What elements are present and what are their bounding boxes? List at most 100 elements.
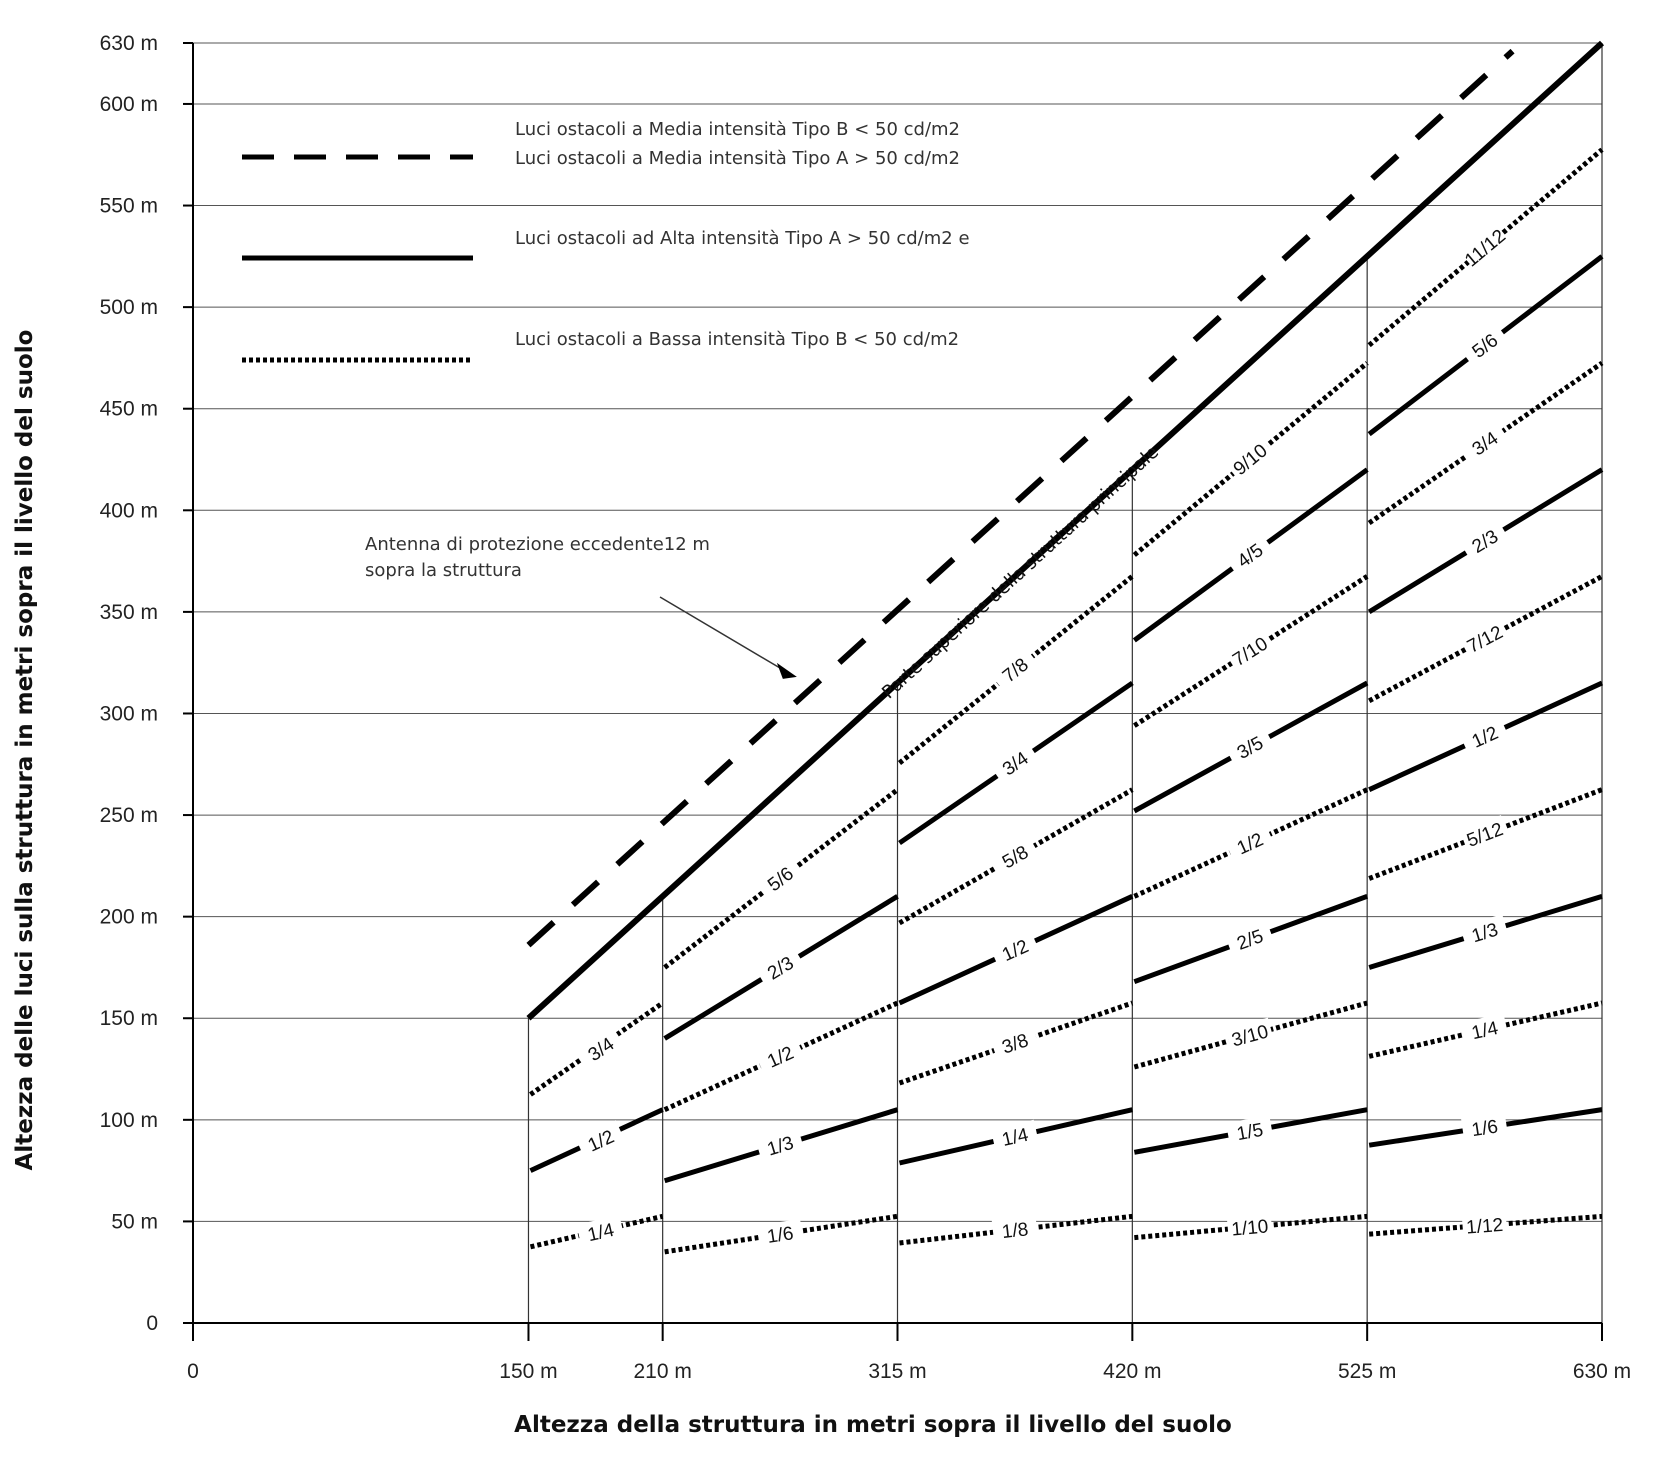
x-axis-title: Altezza della struttura in metri sopra i… [514,1412,1232,1438]
y-tick-label-9: 450 m [100,398,158,421]
segment-label-bg [1224,725,1275,769]
series-antenna-line [526,48,1515,948]
segment-label-group-3-10-zone-3: 3/10 [1225,1017,1275,1053]
segment-label-bg [990,646,1040,693]
segment-label-group-1-4-zone-2: 1/4 [990,1119,1040,1153]
x-tick-label-5: 525 m [1338,1360,1396,1383]
y-tick-label-1: 50 m [111,1210,158,1233]
segment-label-bg [1460,1013,1509,1047]
annotation-text-0: Antenna di protezione eccedente12 m [365,534,710,555]
annotation-text-1: sopra la struttura [365,560,522,581]
segment-label: 1/12 [1465,1215,1503,1239]
segment-label: 3/10 [1230,1021,1271,1051]
segment-label-bg [990,1119,1040,1153]
segment-label-group-1-2-zone-0: 1/2 [575,1120,626,1161]
segment-label-group-1-2-zone-3: 1/2 [1224,822,1275,864]
segment-label-bg [1459,224,1510,271]
segment-label-group-1-3-zone-4: 1/3 [1460,914,1510,950]
x-tick-label-3: 315 m [868,1360,926,1383]
legend-label-dotted-0: Luci ostacoli a Bassa intensità Tipo B <… [515,329,959,350]
segment-label-bg [755,1036,806,1077]
y-tick-label-4: 200 m [100,906,158,929]
y-tick-label-12: 600 m [100,93,158,116]
segment-label-bg [1459,420,1510,466]
segment-label-group-1-12-zone-4: 1/12 [1461,1211,1508,1239]
axes: 0 50 m 100 m 150 m 200 m 250 m 300 m 350 m 400 m… [100,32,1632,1383]
segment-label-group-2-3-zone-4: 2/3 [1459,519,1510,563]
segment-label-group-1-10-zone-3: 1/10 [1226,1213,1273,1241]
segment-label: 1/10 [1231,1216,1270,1240]
segment-label-bg [1225,1115,1274,1147]
segment-label-bg [1459,322,1510,369]
segment-label-group-3-5-zone-3: 3/5 [1224,725,1275,769]
segment-label-bg [1461,1112,1509,1143]
segment-label-group-2-3-zone-1: 2/3 [755,945,806,990]
segment-1-4-zone-0 [529,1213,664,1250]
y-tick-label-3: 150 m [100,1007,158,1030]
segment-label-bg [1224,532,1275,578]
segment-label: 1/4 [1000,1125,1031,1151]
segment-label: 1/6 [1470,1117,1499,1142]
x-tick-label-4: 420 m [1103,1360,1161,1383]
legend: Luci ostacoli a Media intensità Tipo B <… [242,119,970,363]
segment-label-bg [989,740,1040,786]
segment-label-bg [990,1024,1040,1062]
segment-label-group-1-4-zone-4: 1/4 [1460,1013,1509,1047]
annotation: Antenna di protezione eccedente12 m sopra… [365,534,797,679]
legend-label-dashed-0: Luci ostacoli a Media intensità Tipo B <… [515,119,960,140]
y-tick-label-2: 100 m [100,1109,158,1132]
segment-label-bg [1459,617,1510,660]
segment-label-bg [989,835,1040,878]
segment-label-group-1-2-zone-4: 1/2 [1459,716,1510,757]
series-labels: Parte superiore della struttura principa… [575,224,1510,1250]
series-marks [526,40,1605,1255]
segment-1-12-zone-4 [1368,1213,1603,1237]
x-tick-label-1: 150 m [499,1360,557,1383]
segment-label-group-1-3-zone-1: 1/3 [755,1127,805,1164]
segment-1-10-zone-3 [1134,1213,1368,1241]
segment-label-group-1-5-zone-3: 1/5 [1225,1115,1274,1147]
segment-label: 1/5 [1235,1120,1265,1145]
segment-label-bg [575,1026,626,1072]
segment-label-group-5-8-zone-2: 5/8 [989,835,1040,878]
segment-label-bg [1226,1213,1273,1241]
series-structure-top-line [526,40,1605,1021]
segment-11-12-zone-4 [1367,147,1604,348]
segment-label-bg [1225,435,1275,483]
segment-label-bg [1459,815,1510,854]
legend-label-dashed-1: Luci ostacoli a Media intensità Tipo A >… [515,148,960,169]
segment-label-group-5-12-zone-4: 5/12 [1459,815,1510,854]
segment-label: 1/8 [1001,1219,1030,1243]
segment-label-group-1-2-zone-2: 1/2 [989,929,1040,970]
x-tick-label-0: 0 [187,1360,199,1383]
segment-label-bg [755,1127,805,1164]
y-tick-label-13: 630 m [100,32,158,55]
segment-label: 1/4 [1470,1018,1501,1044]
segment-7-12-zone-4 [1367,574,1604,704]
segment-label-group-1-4-zone-0: 1/4 [576,1214,625,1249]
segment-label-group-1-2-zone-1: 1/2 [755,1036,806,1077]
y-tick-label-0: 0 [146,1312,158,1335]
segment-label-bg [1224,822,1275,864]
y-tick-label-11: 550 m [100,195,158,218]
segment-label-group-7-8-zone-2: 7/8 [990,646,1040,693]
segment-label-bg [1225,1017,1275,1053]
segment-label-group-1-8-zone-2: 1/8 [991,1215,1039,1245]
y-tick-label-7: 350 m [100,601,158,624]
y-tick-label-10: 500 m [100,296,158,319]
annotation-arrow-head [776,662,797,679]
segment-label-bg [989,929,1040,970]
segment-label-bg [755,945,806,990]
segment-label-bg [1224,629,1275,673]
segment-label-group-1-6-zone-1: 1/6 [756,1218,804,1250]
segment-label-group-1-6-zone-4: 1/6 [1461,1112,1509,1143]
y-tick-label-5: 250 m [100,804,158,827]
segment-3-8-zone-2 [898,1000,1134,1086]
segment-1-6-zone-1 [664,1213,898,1255]
segment-label-bg [755,855,805,902]
x-tick-label-6: 630 m [1573,1360,1631,1383]
segment-label-bg [576,1214,625,1249]
segment-label-bg [1461,1211,1508,1239]
segment-label-bg [575,1120,626,1161]
